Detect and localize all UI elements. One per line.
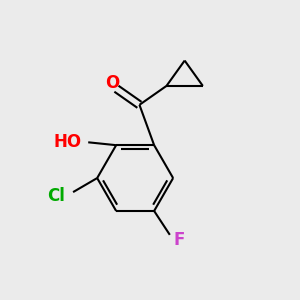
Text: HO: HO (53, 133, 82, 151)
Text: Cl: Cl (48, 187, 65, 205)
Text: O: O (105, 74, 120, 92)
Text: F: F (173, 231, 184, 249)
